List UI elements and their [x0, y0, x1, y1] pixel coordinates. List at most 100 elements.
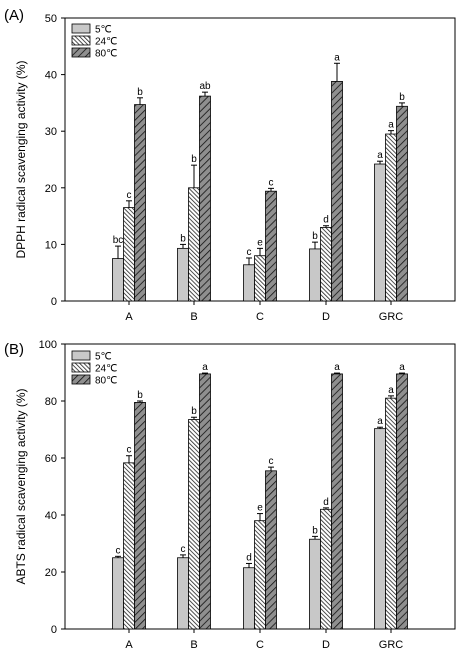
legend-label: 5℃ — [95, 352, 112, 363]
significance-letter: e — [257, 503, 263, 514]
y-tick-label: 20 — [45, 183, 57, 195]
bar — [112, 557, 124, 630]
significance-letter: b — [180, 233, 186, 244]
significance-letter: b — [312, 525, 318, 536]
bar — [385, 133, 397, 302]
significance-letter: a — [388, 385, 394, 396]
significance-letter: a — [377, 150, 383, 161]
bar — [199, 373, 211, 630]
bar — [320, 227, 332, 302]
legend-swatch — [71, 35, 91, 46]
significance-letter: b — [191, 154, 197, 165]
x-tick-label: B — [190, 639, 197, 651]
significance-letter: a — [388, 120, 394, 131]
bar — [123, 462, 135, 630]
significance-letter: b — [191, 406, 197, 417]
legend-label: 5℃ — [95, 25, 112, 36]
significance-letter: b — [312, 231, 318, 242]
y-tick-label: 80 — [45, 396, 57, 408]
bar — [265, 470, 277, 630]
significance-letter: a — [377, 416, 383, 427]
y-tick-label: 0 — [51, 624, 57, 636]
x-tick-label: D — [322, 639, 330, 651]
legend-label: 24℃ — [95, 364, 117, 375]
x-tick-label: C — [256, 639, 264, 651]
bar — [331, 373, 343, 630]
significance-letter: b — [137, 87, 143, 98]
significance-letter: c — [116, 545, 121, 556]
bar — [188, 419, 200, 630]
bar — [320, 508, 332, 630]
significance-letter: bc — [113, 235, 124, 246]
bar — [265, 190, 277, 302]
bar — [243, 567, 255, 630]
bar — [177, 247, 189, 302]
bar — [243, 264, 255, 302]
significance-letter: c — [127, 445, 132, 456]
bar — [123, 207, 135, 302]
y-tick-label: 0 — [51, 296, 57, 308]
x-tick-label: A — [125, 639, 133, 651]
significance-letter: c — [181, 544, 186, 555]
significance-letter: b — [399, 92, 405, 103]
bar — [254, 255, 266, 302]
x-tick-label: B — [190, 311, 197, 323]
y-tick-label: 20 — [45, 567, 57, 579]
y-tick-label: 10 — [45, 239, 57, 251]
bar — [134, 104, 146, 302]
legend-label: 80℃ — [95, 49, 117, 60]
legend-label: 80℃ — [95, 376, 117, 387]
legend-swatch — [71, 374, 91, 385]
y-tick-label: 30 — [45, 126, 57, 138]
bar — [309, 538, 321, 630]
significance-letter: c — [269, 456, 274, 467]
bar — [331, 80, 343, 302]
significance-letter: ab — [199, 81, 211, 92]
bar — [254, 520, 266, 630]
legend-swatch — [71, 47, 91, 58]
legend-swatch — [71, 23, 91, 34]
legend-label: 24℃ — [95, 37, 117, 48]
panel-label: (B) — [4, 341, 24, 358]
bar — [134, 402, 146, 630]
bar — [385, 397, 397, 630]
bar — [374, 428, 386, 630]
significance-letter: a — [334, 52, 340, 63]
panel-label: (A) — [4, 7, 24, 24]
significance-letter: a — [202, 362, 208, 373]
x-tick-label: A — [125, 311, 133, 323]
y-tick-label: 40 — [45, 70, 57, 82]
significance-letter: c — [269, 177, 274, 188]
bar — [112, 258, 124, 302]
bar — [374, 163, 386, 302]
bar — [396, 373, 408, 630]
chart-panel-b: (B) 0 20 40 60 80 100 ABTS radical scavenging a… — [4, 339, 456, 651]
bar — [309, 248, 321, 302]
bar — [199, 95, 211, 302]
chart-panel-a: (A) 0 10 20 30 40 50 DPPH radical scavenging ac… — [4, 7, 456, 323]
y-tick-label: 100 — [39, 339, 57, 351]
significance-letter: d — [323, 497, 329, 508]
y-tick-label: 60 — [45, 453, 57, 465]
significance-letter: b — [137, 390, 143, 401]
legend-swatch — [71, 362, 91, 373]
x-tick-label: GRC — [379, 639, 404, 651]
y-axis-label: ABTS radical scavenging activity (%) — [14, 388, 28, 584]
x-tick-label: D — [322, 311, 330, 323]
significance-letter: e — [257, 237, 263, 248]
significance-letter: d — [246, 552, 252, 563]
bar — [396, 105, 408, 302]
y-tick-label: 50 — [45, 13, 57, 25]
bar — [177, 557, 189, 630]
significance-letter: c — [247, 247, 252, 258]
bar — [188, 187, 200, 302]
significance-letter: a — [399, 362, 405, 373]
significance-letter: a — [334, 362, 340, 373]
y-tick-label: 40 — [45, 510, 57, 522]
legend-swatch — [71, 350, 91, 361]
y-axis-label: DPPH radical scavenging activity (%) — [14, 60, 28, 258]
significance-letter: d — [323, 215, 329, 226]
x-tick-label: GRC — [379, 311, 404, 323]
x-tick-label: C — [256, 311, 264, 323]
